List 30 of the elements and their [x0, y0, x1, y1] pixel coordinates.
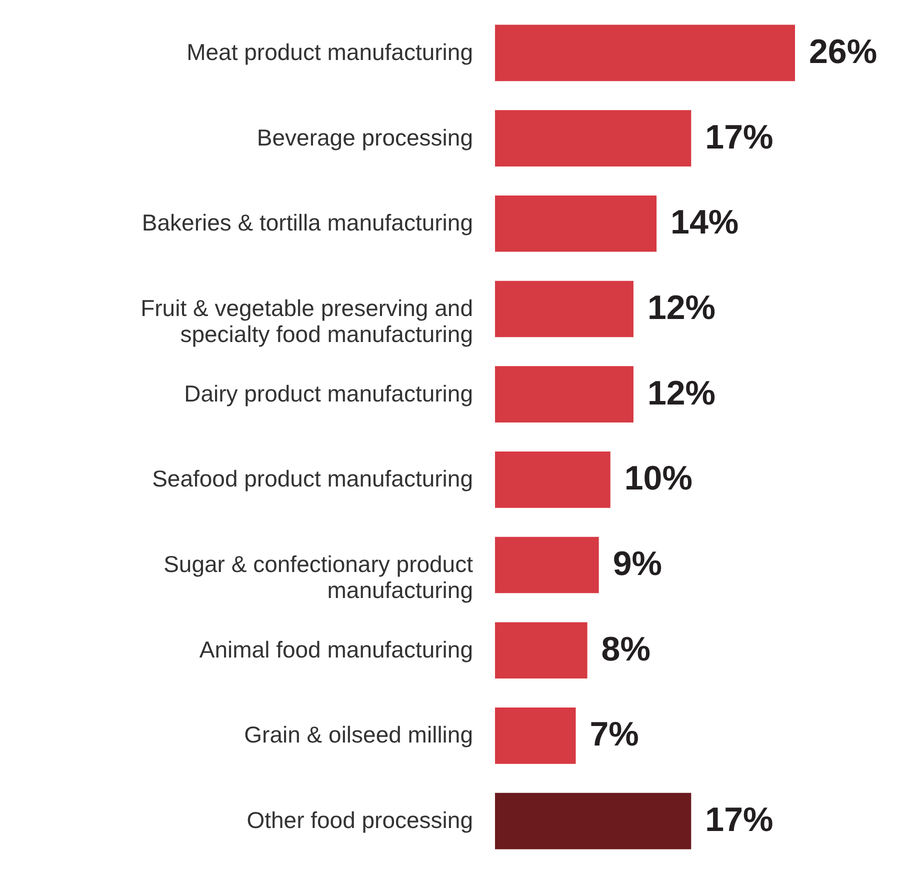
- y-tick-label: Grain & oilseed milling: [244, 722, 473, 748]
- data-label: 14%: [670, 204, 739, 242]
- y-tick-label: Other food processing: [246, 807, 473, 834]
- bar: [495, 280, 634, 338]
- data-label: 12%: [647, 288, 716, 327]
- data-label: 10%: [624, 460, 692, 498]
- data-label: 26%: [809, 32, 878, 71]
- y-tick-label: Seafood product manufacturing: [152, 466, 473, 492]
- bar: [495, 708, 576, 764]
- bar: [495, 452, 610, 508]
- bar: [495, 536, 599, 594]
- y-tick-label: Dairy product manufacturing: [184, 380, 473, 406]
- bar: [495, 792, 692, 850]
- y-tick-label: Beverage processing: [256, 124, 473, 150]
- bar: [495, 195, 657, 252]
- y-tick-label: Fruit & vegetable preserving and specialty food manufacturing: [140, 294, 473, 347]
- y-tick-label: Meat product manufacturing: [186, 38, 473, 65]
- data-label: 8%: [601, 630, 650, 668]
- data-label: 17%: [705, 801, 774, 840]
- data-label: 7%: [590, 716, 639, 754]
- data-label: 12%: [647, 374, 716, 412]
- y-tick-label: Animal food manufacturing: [199, 636, 473, 662]
- bar: [495, 622, 588, 679]
- data-label: 17%: [705, 118, 774, 156]
- y-tick-label: Bakeries & tortilla manufacturing: [142, 210, 473, 236]
- bar: [495, 366, 634, 422]
- data-label: 9%: [612, 545, 662, 584]
- bar: [495, 110, 692, 166]
- bar: [495, 24, 795, 82]
- y-tick-label: Sugar & confectionary product manufacturing: [164, 551, 474, 604]
